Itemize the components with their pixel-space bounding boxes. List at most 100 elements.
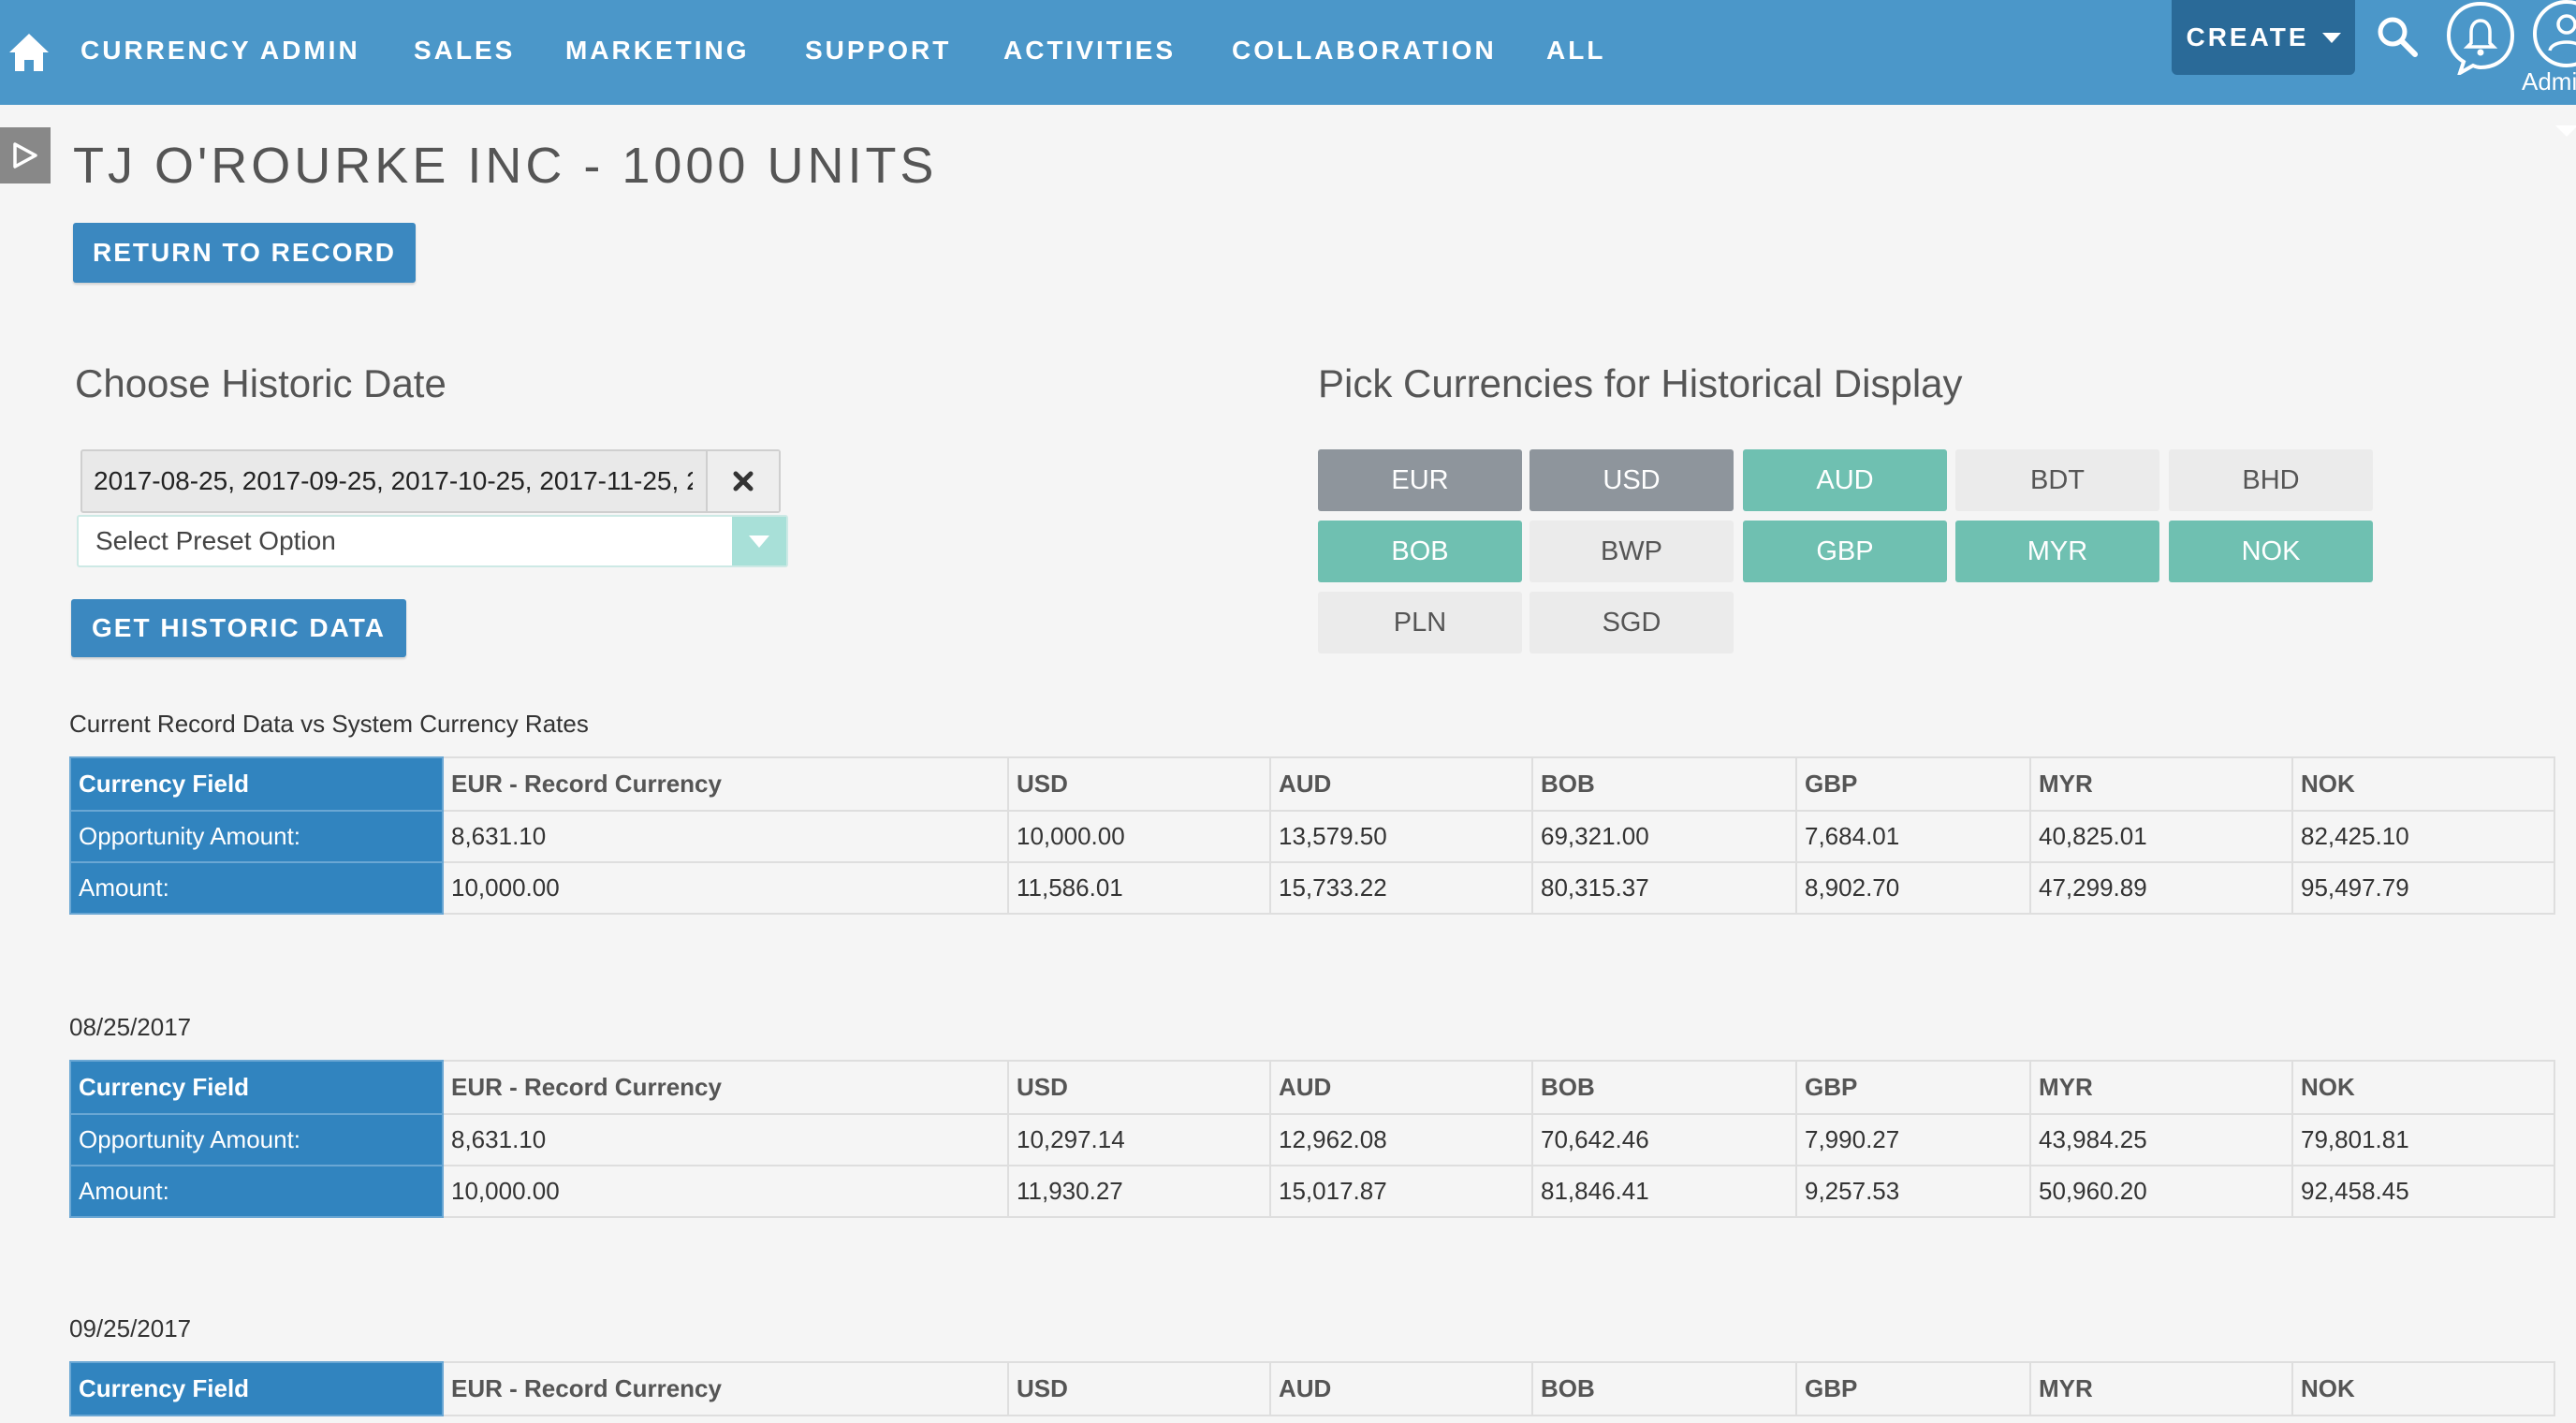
home-icon[interactable] [7,32,51,73]
table-cell: 8,631.10 [442,810,1009,863]
choose-historic-date-heading: Choose Historic Date [75,361,446,405]
table-header-row: Currency Field EUR - Record Currency USD… [69,756,2555,812]
table-cell: 15,017.87 [1269,1165,1533,1218]
rates-table-2017-09-25: Currency Field EUR - Record Currency USD… [69,1361,2555,1416]
currency-button-bdt[interactable]: BDT [1955,449,2159,511]
header-gbp: GBP [1795,1361,2031,1416]
header-bob: BOB [1531,1060,1797,1115]
table-header-row: Currency Field EUR - Record Currency USD… [69,1361,2555,1416]
header-usd: USD [1007,1060,1271,1115]
table-cell: 10,297.14 [1007,1113,1271,1166]
table-row: Amount: 10,000.00 11,586.01 15,733.22 80… [69,861,2555,915]
table-cell: 95,497.79 [2291,861,2555,915]
table-cell: 43,984.25 [2029,1113,2293,1166]
nav-item-all[interactable]: ALL [1546,36,1606,65]
table-cell: 7,684.01 [1795,810,2031,863]
chevron-down-icon [749,535,769,548]
header-myr: MYR [2029,756,2293,812]
row-label: Opportunity Amount: [69,810,444,863]
table-row: Opportunity Amount: 8,631.10 10,000.00 1… [69,810,2555,863]
preset-dropdown-toggle[interactable] [732,517,786,565]
header-gbp: GBP [1795,756,2031,812]
currency-button-gbp[interactable]: GBP [1743,521,1947,582]
header-currency-field: Currency Field [69,1060,444,1115]
header-bob: BOB [1531,756,1797,812]
currency-button-nok[interactable]: NOK [2169,521,2373,582]
currency-button-myr[interactable]: MYR [1955,521,2159,582]
create-button[interactable]: CREATE [2172,0,2355,75]
rates-table-current: Currency Field EUR - Record Currency USD… [69,756,2555,915]
table-cell: 81,846.41 [1531,1165,1797,1218]
user-avatar-icon[interactable] [2529,0,2576,75]
chevron-down-icon [2321,32,2341,43]
notifications-bell-icon[interactable] [2445,0,2516,75]
header-eur: EUR - Record Currency [442,1060,1009,1115]
header-nok: NOK [2291,756,2555,812]
pick-currencies-heading: Pick Currencies for Historical Display [1318,361,1963,405]
sidebar-toggle-button[interactable] [0,127,51,183]
table-header-row: Currency Field EUR - Record Currency USD… [69,1060,2555,1115]
currency-button-bob[interactable]: BOB [1318,521,1522,582]
row-label: Amount: [69,861,444,915]
header-nok: NOK [2291,1361,2555,1416]
header-usd: USD [1007,756,1271,812]
currency-button-bwp[interactable]: BWP [1530,521,1734,582]
historic-date-value[interactable]: 2017-08-25, 2017-09-25, 2017-10-25, 2017… [94,466,693,495]
table-caption-current: Current Record Data vs System Currency R… [69,710,589,738]
currency-button-sgd[interactable]: SGD [1530,592,1734,653]
nav-item-sales[interactable]: SALES [414,36,516,65]
nav-item-collaboration[interactable]: COLLABORATION [1232,36,1497,65]
nav-item-support[interactable]: SUPPORT [805,36,952,65]
header-bob: BOB [1531,1361,1797,1416]
user-name-label[interactable]: Admi [2522,67,2576,95]
table-cell: 79,801.81 [2291,1113,2555,1166]
header-myr: MYR [2029,1060,2293,1115]
return-to-record-button[interactable]: RETURN TO RECORD [73,223,416,283]
table-cell: 8,631.10 [442,1113,1009,1166]
currency-button-pln[interactable]: PLN [1318,592,1522,653]
header-usd: USD [1007,1361,1271,1416]
historic-date-input[interactable]: 2017-08-25, 2017-09-25, 2017-10-25, 2017… [80,449,781,513]
clear-date-button[interactable] [706,451,779,511]
table-cell: 7,990.27 [1795,1113,2031,1166]
table-row: Amount: 10,000.00 11,930.27 15,017.87 81… [69,1165,2555,1218]
currency-button-usd[interactable]: USD [1530,449,1734,511]
table-cell: 10,000.00 [442,1165,1009,1218]
header-myr: MYR [2029,1361,2293,1416]
table-cell: 69,321.00 [1531,810,1797,863]
table-caption-2017-08-25: 08/25/2017 [69,1013,192,1041]
create-button-label: CREATE [2186,22,2309,51]
table-cell: 11,586.01 [1007,861,1271,915]
table-row: Opportunity Amount: 8,631.10 10,297.14 1… [69,1113,2555,1166]
nav-item-marketing[interactable]: MARKETING [565,36,750,65]
page-title: TJ O'ROURKE INC - 1000 UNITS [73,138,938,194]
table-cell: 70,642.46 [1531,1113,1797,1166]
header-aud: AUD [1269,1361,1533,1416]
get-historic-data-button[interactable]: GET HISTORIC DATA [71,599,406,657]
currency-button-eur[interactable]: EUR [1318,449,1522,511]
corner-indicator [2555,125,2576,137]
currency-button-aud[interactable]: AUD [1743,449,1947,511]
header-aud: AUD [1269,1060,1533,1115]
row-label: Opportunity Amount: [69,1113,444,1166]
nav-item-activities[interactable]: ACTIVITIES [1003,36,1177,65]
header-currency-field: Currency Field [69,1361,444,1416]
header-eur: EUR - Record Currency [442,1361,1009,1416]
preset-option-placeholder: Select Preset Option [95,526,336,555]
nav-item-currency-admin[interactable]: CURRENCY ADMIN [80,36,360,65]
search-icon[interactable] [2374,13,2421,60]
table-cell: 80,315.37 [1531,861,1797,915]
preset-option-select[interactable]: Select Preset Option [77,515,788,567]
table-cell: 82,425.10 [2291,810,2555,863]
play-arrow-icon [13,142,37,169]
table-cell: 50,960.20 [2029,1165,2293,1218]
table-cell: 10,000.00 [442,861,1009,915]
header-nok: NOK [2291,1060,2555,1115]
table-caption-2017-09-25: 09/25/2017 [69,1314,192,1342]
header-currency-field: Currency Field [69,756,444,812]
table-cell: 15,733.22 [1269,861,1533,915]
currency-button-bhd[interactable]: BHD [2169,449,2373,511]
table-cell: 10,000.00 [1007,810,1271,863]
table-cell: 92,458.45 [2291,1165,2555,1218]
header-aud: AUD [1269,756,1533,812]
